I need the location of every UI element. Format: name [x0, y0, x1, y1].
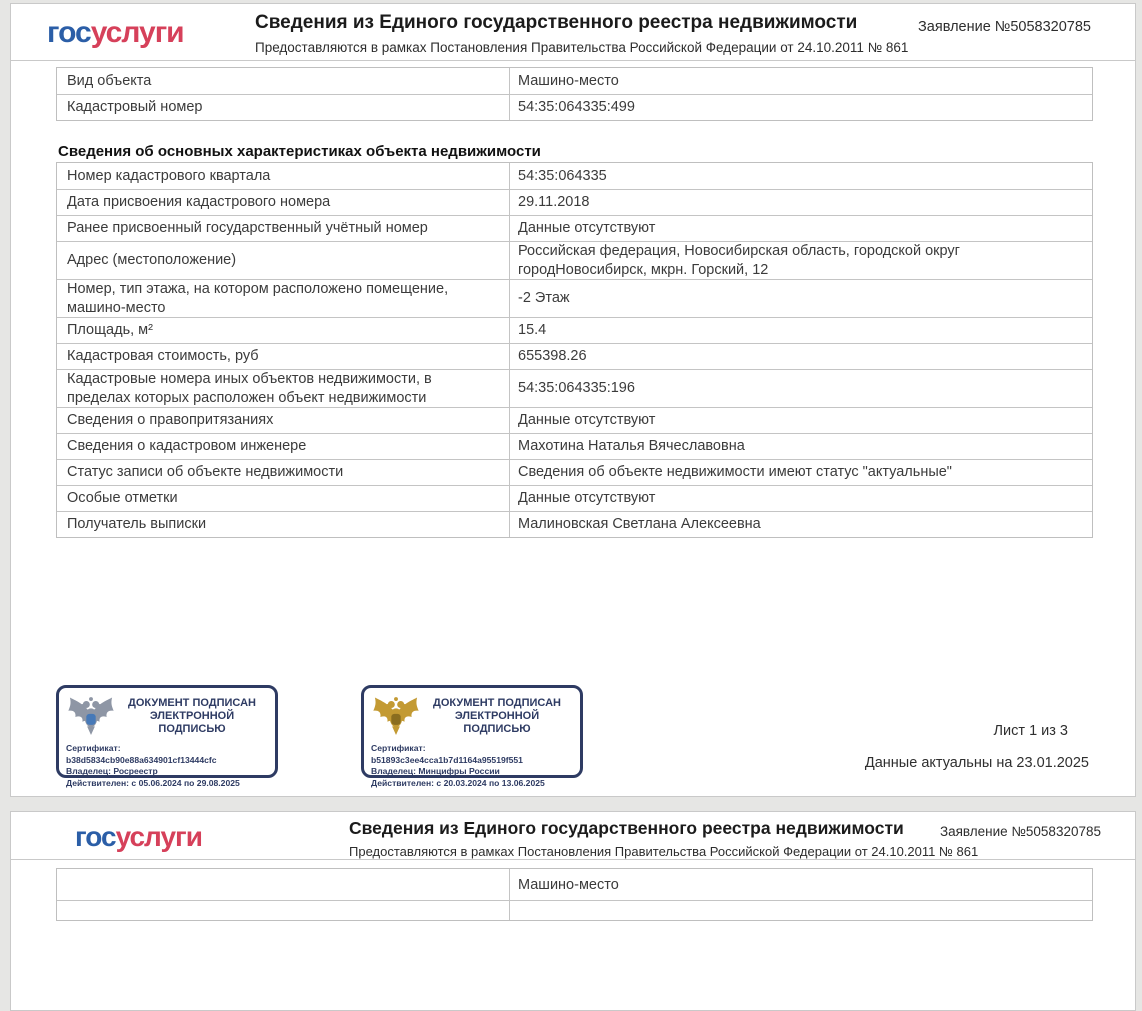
- document-title: Сведения из Единого государственного рее…: [255, 12, 858, 33]
- table-row: Дата присвоения кадастрового номера 29.1…: [57, 189, 1092, 215]
- row-label: Сведения о кадастровом инженере: [57, 434, 510, 459]
- row-label: Вид объекта: [57, 68, 510, 94]
- row-label: Сведения о правопритязаниях: [57, 408, 510, 433]
- document-subtitle: Предоставляются в рамках Постановления П…: [349, 844, 979, 859]
- row-label: Кадастровая стоимость, руб: [57, 344, 510, 369]
- table-row: Статус записи об объекте недвижимости Св…: [57, 459, 1092, 485]
- logo-text-gos: гос: [47, 16, 92, 49]
- document-title: Сведения из Единого государственного рее…: [349, 818, 904, 838]
- document-subtitle: Предоставляются в рамках Постановления П…: [255, 40, 909, 55]
- digital-signature-stamp-mintsifry: ДОКУМЕНТ ПОДПИСАН ЭЛЕКТРОННОЙ ПОДПИСЬЮ С…: [361, 685, 583, 788]
- table-row: Особые отметки Данные отсутствуют: [57, 485, 1092, 511]
- table-row: Сведения о правопритязаниях Данные отсут…: [57, 407, 1092, 433]
- stamp-certificate: Сертификат: b38d5834cb90e88a634901cf1344…: [66, 743, 217, 765]
- table-row: Номер кадастрового квартала 54:35:064335: [57, 163, 1092, 189]
- row-label: Кадастровые номера иных объектов недвижи…: [57, 370, 510, 407]
- row-value: Данные отсутствуют: [518, 490, 656, 507]
- rosreestr-eagle-icon: [66, 694, 116, 740]
- object-details-table: Номер кадастрового квартала 54:35:064335…: [56, 162, 1093, 538]
- stamp-title: ДОКУМЕНТ ПОДПИСАН ЭЛЕКТРОННОЙ ПОДПИСЬЮ: [433, 697, 561, 735]
- stamp-validity: Действителен: с 20.03.2024 по 13.06.2025: [371, 777, 545, 788]
- row-label: Особые отметки: [57, 486, 510, 511]
- row-value: 15.4: [518, 322, 547, 339]
- table-row: Кадастровая стоимость, руб 655398.26: [57, 343, 1092, 369]
- section-title: Сведения об основных характеристиках объ…: [58, 143, 541, 160]
- table-row: Машино-место: [57, 869, 1092, 900]
- data-actuality-date: Данные актуальны на 23.01.2025: [864, 755, 1089, 771]
- row-label: Статус записи об объекте недвижимости: [57, 460, 510, 485]
- row-value: Российская федерация, Новосибирская обла…: [518, 243, 960, 278]
- row-value: 54:35:064335:196: [518, 380, 635, 397]
- page-header: госуслуги Сведения из Единого государств…: [11, 812, 1135, 860]
- row-label: [57, 869, 510, 900]
- row-label: Ранее присвоенный государственный учётны…: [57, 216, 510, 241]
- row-value: Сведения об объекте недвижимости имеют с…: [518, 464, 952, 481]
- row-value: Данные отсутствуют: [518, 412, 656, 429]
- row-value: Махотина Наталья Вячеславовна: [518, 438, 745, 455]
- table-row: Номер, тип этажа, на котором расположено…: [57, 279, 1092, 317]
- stamp-details: Сертификат: b51893c3ee4cca1b7d1164a95519…: [371, 743, 573, 789]
- stamp-owner: Владелец: Росреестр: [66, 766, 158, 777]
- row-label: Получатель выписки: [57, 512, 510, 537]
- row-value: 54:35:064335:499: [518, 99, 635, 116]
- row-label: Номер кадастрового квартала: [57, 163, 510, 189]
- digital-signature-stamp-rosreestr: ДОКУМЕНТ ПОДПИСАН ЭЛЕКТРОННОЙ ПОДПИСЬЮ С…: [56, 685, 278, 788]
- table-row: Кадастровые номера иных объектов недвижи…: [57, 369, 1092, 407]
- gosuslugi-logo: госуслуги: [75, 821, 203, 853]
- row-value: 29.11.2018: [518, 194, 590, 211]
- row-label: Кадастровый номер: [57, 95, 510, 120]
- row-value: -2 Этаж: [518, 290, 570, 307]
- table-row: Адрес (местоположение) Российская федера…: [57, 241, 1092, 279]
- table-row: Сведения о кадастровом инженере Махотина…: [57, 433, 1092, 459]
- row-label: Номер, тип этажа, на котором расположено…: [57, 280, 510, 317]
- logo-text-gos: гос: [75, 821, 117, 852]
- row-value: Машино-место: [518, 877, 619, 893]
- document-page-1: госуслуги Сведения из Единого государств…: [10, 3, 1136, 797]
- table-row: Кадастровый номер 54:35:064335:499: [57, 94, 1092, 120]
- stamp-certificate: Сертификат: b51893c3ee4cca1b7d1164a95519…: [371, 743, 523, 765]
- table-row: Получатель выписки Малиновская Светлана …: [57, 511, 1092, 537]
- row-label: Дата присвоения кадастрового номера: [57, 190, 510, 215]
- row-value: 54:35:064335: [518, 167, 607, 184]
- object-summary-table-page2: Машино-место: [56, 868, 1093, 921]
- table-row: Ранее присвоенный государственный учётны…: [57, 215, 1092, 241]
- row-value: Машино-место: [518, 72, 619, 89]
- row-value: Малиновская Светлана Алексеевна: [518, 516, 761, 533]
- application-number: Заявление №5058320785: [939, 824, 1101, 839]
- stamp-header: ДОКУМЕНТ ПОДПИСАН ЭЛЕКТРОННОЙ ПОДПИСЬЮ: [371, 693, 573, 740]
- logo-text-uslugi: услуги: [115, 821, 203, 852]
- stamp-details: Сертификат: b38d5834cb90e88a634901cf1344…: [66, 743, 268, 789]
- row-label: Площадь, м²: [57, 318, 510, 343]
- table-row: Вид объекта Машино-место: [57, 68, 1092, 94]
- table-row: [57, 900, 1092, 920]
- table-row: Площадь, м² 15.4: [57, 317, 1092, 343]
- row-value: Данные отсутствуют: [518, 220, 656, 237]
- row-label: Адрес (местоположение): [57, 242, 510, 279]
- logo-text-uslugi: услуги: [90, 16, 185, 49]
- sheet-number: Лист 1 из 3: [993, 723, 1068, 739]
- application-number: Заявление №5058320785: [918, 19, 1091, 35]
- object-summary-table: Вид объекта Машино-место Кадастровый ном…: [56, 67, 1093, 121]
- document-page-2: госуслуги Сведения из Единого государств…: [10, 811, 1136, 1011]
- stamp-validity: Действителен: с 05.06.2024 по 29.08.2025: [66, 777, 240, 788]
- title-block: Сведения из Единого государственного рее…: [255, 12, 955, 55]
- row-value: 655398.26: [518, 348, 587, 365]
- gosuslugi-logo: госуслуги: [47, 16, 185, 50]
- title-block: Сведения из Единого государственного рее…: [349, 818, 979, 859]
- stamp-owner: Владелец: Минцифры России: [371, 766, 500, 777]
- stamp-header: ДОКУМЕНТ ПОДПИСАН ЭЛЕКТРОННОЙ ПОДПИСЬЮ: [66, 693, 268, 740]
- stamp-title: ДОКУМЕНТ ПОДПИСАН ЭЛЕКТРОННОЙ ПОДПИСЬЮ: [128, 697, 256, 735]
- coat-of-arms-eagle-icon: [371, 694, 421, 740]
- page-header: госуслуги Сведения из Единого государств…: [11, 4, 1135, 61]
